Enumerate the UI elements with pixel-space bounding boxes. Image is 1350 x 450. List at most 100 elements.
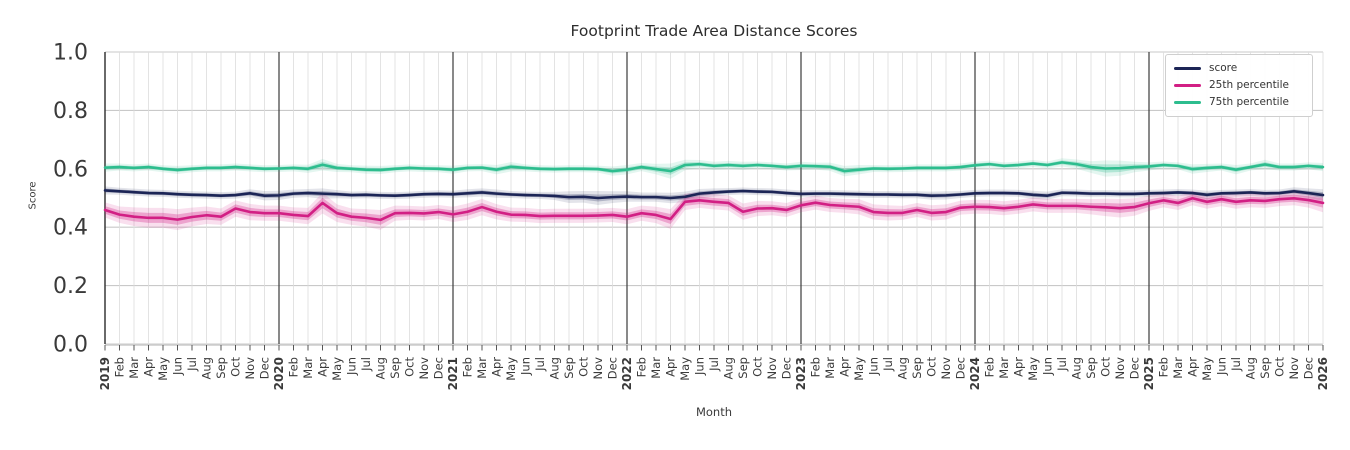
svg-text:Nov: Nov — [1113, 357, 1127, 380]
svg-text:Aug: Aug — [1070, 357, 1084, 379]
svg-text:Dec: Dec — [954, 357, 968, 379]
svg-text:Apr: Apr — [838, 357, 852, 377]
svg-text:Dec: Dec — [1128, 357, 1142, 379]
x-axis-label: Month — [695, 405, 733, 419]
svg-text:Oct: Oct — [1099, 357, 1113, 377]
svg-text:Aug: Aug — [548, 357, 562, 379]
svg-text:Mar: Mar — [1171, 357, 1185, 379]
svg-text:Oct: Oct — [229, 357, 243, 377]
svg-text:May: May — [330, 357, 344, 381]
y-axis-label: Score — [27, 181, 39, 210]
svg-text:Feb: Feb — [635, 357, 649, 377]
svg-text:0.6: 0.6 — [53, 157, 88, 182]
svg-text:Sep: Sep — [910, 357, 924, 379]
svg-text:Nov: Nov — [243, 357, 257, 380]
svg-text:2021: 2021 — [446, 357, 460, 390]
svg-text:Mar: Mar — [997, 357, 1011, 379]
svg-text:Feb: Feb — [461, 357, 475, 377]
svg-text:Apr: Apr — [316, 357, 330, 377]
svg-text:Jul: Jul — [881, 357, 895, 372]
legend-label: score — [1209, 62, 1238, 74]
svg-text:2022: 2022 — [620, 357, 634, 390]
svg-text:May: May — [1200, 357, 1214, 381]
legend-line-icon-75th-percentile — [1174, 101, 1201, 104]
svg-text:Jun: Jun — [1215, 357, 1229, 376]
svg-text:Jun: Jun — [693, 357, 707, 376]
svg-text:Dec: Dec — [780, 357, 794, 379]
svg-text:Mar: Mar — [475, 357, 489, 379]
svg-text:Mar: Mar — [823, 357, 837, 379]
svg-text:Jul: Jul — [359, 357, 373, 372]
svg-text:2019: 2019 — [98, 357, 112, 390]
svg-text:Sep: Sep — [388, 357, 402, 379]
svg-text:Oct: Oct — [403, 357, 417, 377]
svg-text:Aug: Aug — [1244, 357, 1258, 379]
svg-text:May: May — [678, 357, 692, 381]
svg-text:Nov: Nov — [1287, 357, 1301, 380]
svg-text:2020: 2020 — [272, 357, 286, 390]
legend-item-25th-percentile: 25th percentile — [1166, 77, 1312, 94]
svg-text:Apr: Apr — [1186, 357, 1200, 377]
svg-text:2025: 2025 — [1142, 357, 1156, 390]
svg-text:Aug: Aug — [722, 357, 736, 379]
svg-text:Feb: Feb — [983, 357, 997, 377]
svg-text:Dec: Dec — [1302, 357, 1316, 379]
svg-text:Jun: Jun — [1041, 357, 1055, 376]
svg-text:Mar: Mar — [127, 357, 141, 379]
svg-text:Mar: Mar — [301, 357, 315, 379]
svg-text:1.0: 1.0 — [53, 41, 88, 66]
svg-text:Jul: Jul — [1229, 357, 1243, 372]
svg-text:Nov: Nov — [417, 357, 431, 380]
legend: score 25th percentile 75th percentile — [1165, 54, 1313, 117]
legend-item-75th-percentile: 75th percentile — [1166, 94, 1312, 111]
svg-text:Aug: Aug — [374, 357, 388, 379]
svg-text:Sep: Sep — [736, 357, 750, 379]
svg-text:Jul: Jul — [185, 357, 199, 372]
legend-label: 75th percentile — [1209, 96, 1289, 108]
svg-text:Jul: Jul — [707, 357, 721, 372]
svg-text:Nov: Nov — [939, 357, 953, 380]
svg-text:Sep: Sep — [562, 357, 576, 379]
svg-text:Jun: Jun — [519, 357, 533, 376]
svg-text:Feb: Feb — [809, 357, 823, 377]
svg-text:0.0: 0.0 — [53, 333, 88, 358]
svg-text:Nov: Nov — [765, 357, 779, 380]
svg-text:Feb: Feb — [1157, 357, 1171, 377]
svg-text:Oct: Oct — [1273, 357, 1287, 377]
svg-text:2024: 2024 — [968, 357, 982, 390]
svg-text:Dec: Dec — [432, 357, 446, 379]
svg-text:Dec: Dec — [258, 357, 272, 379]
svg-text:2026: 2026 — [1316, 357, 1330, 390]
svg-text:Apr: Apr — [1012, 357, 1026, 377]
svg-text:0.2: 0.2 — [53, 274, 88, 299]
svg-text:Sep: Sep — [1258, 357, 1272, 379]
svg-text:Feb: Feb — [113, 357, 127, 377]
svg-text:0.8: 0.8 — [53, 99, 88, 124]
svg-text:Apr: Apr — [142, 357, 156, 377]
svg-text:Jun: Jun — [171, 357, 185, 376]
svg-text:2023: 2023 — [794, 357, 808, 390]
svg-text:Aug: Aug — [896, 357, 910, 379]
svg-text:Oct: Oct — [577, 357, 591, 377]
svg-text:May: May — [852, 357, 866, 381]
svg-text:Apr: Apr — [664, 357, 678, 377]
svg-text:Oct: Oct — [751, 357, 765, 377]
page-title: Footprint Trade Area Distance Scores — [570, 22, 858, 40]
svg-text:May: May — [1026, 357, 1040, 381]
svg-text:Dec: Dec — [606, 357, 620, 379]
svg-text:Jul: Jul — [533, 357, 547, 372]
svg-text:Oct: Oct — [925, 357, 939, 377]
legend-label: 25th percentile — [1209, 79, 1289, 91]
svg-text:Feb: Feb — [287, 357, 301, 377]
svg-text:May: May — [156, 357, 170, 381]
svg-text:Nov: Nov — [591, 357, 605, 380]
svg-text:Sep: Sep — [1084, 357, 1098, 379]
svg-text:Sep: Sep — [214, 357, 228, 379]
legend-item-score: score — [1166, 60, 1312, 77]
svg-text:Aug: Aug — [200, 357, 214, 379]
legend-line-icon-score — [1174, 67, 1201, 70]
svg-text:Mar: Mar — [649, 357, 663, 379]
legend-line-icon-25th-percentile — [1174, 84, 1201, 87]
svg-text:0.4: 0.4 — [53, 216, 88, 241]
